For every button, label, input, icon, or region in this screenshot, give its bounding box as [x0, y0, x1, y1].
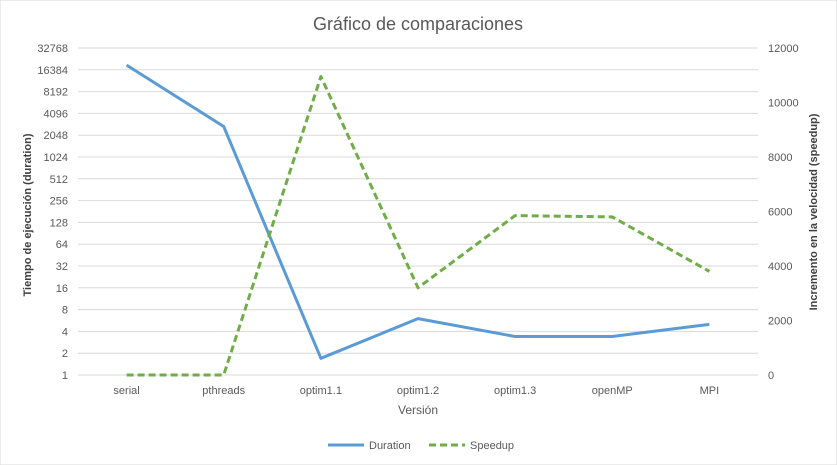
left-tick-label: 4: [62, 326, 68, 338]
left-tick-label: 64: [56, 239, 68, 251]
right-tick-label: 12000: [768, 43, 799, 55]
left-tick-label: 256: [50, 196, 68, 208]
series-line-speedup: [126, 75, 711, 377]
right-tick-label: 8000: [768, 152, 792, 164]
left-tick-label: 16: [56, 283, 68, 295]
legend-label-duration: Duration: [369, 440, 411, 452]
right-axis-ticks: 0 2000 4000 6000 8000 10000 12000: [768, 43, 799, 382]
chart-title: Gráfico de comparaciones: [313, 14, 523, 34]
left-tick-label: 4096: [44, 108, 68, 120]
left-tick-label: 128: [50, 217, 68, 229]
left-tick-label: 8: [62, 305, 68, 317]
x-tick-label: pthreads: [202, 385, 245, 397]
right-axis-title: Incremento en la velocidad (speedup): [808, 113, 820, 310]
x-tick-label: optim1.3: [494, 385, 536, 397]
x-tick-label: MPI: [700, 385, 720, 397]
x-axis-title: Versión: [398, 403, 438, 417]
left-tick-label: 16384: [37, 65, 68, 77]
right-tick-label: 4000: [768, 261, 792, 273]
right-tick-label: 10000: [768, 98, 799, 110]
series-line-duration: [125, 63, 710, 360]
x-tick-label: optim1.2: [397, 385, 439, 397]
right-tick-label: 2000: [768, 316, 792, 328]
gridlines: [78, 47, 758, 376]
left-tick-label: 32768: [37, 43, 68, 55]
left-axis-title: Tiempo de ejecución (duration): [22, 133, 34, 296]
x-tick-label: openMP: [592, 385, 633, 397]
x-tick-label: serial: [113, 385, 139, 397]
left-tick-label: 2: [62, 348, 68, 360]
right-tick-label: 6000: [768, 207, 792, 219]
series-lines: [125, 63, 711, 377]
x-axis-ticks: serial pthreads optim1.1 optim1.2 optim1.3 op…: [113, 385, 719, 397]
left-tick-label: 32: [56, 261, 68, 273]
x-tick-label: optim1.1: [300, 385, 342, 397]
right-tick-label: 0: [768, 370, 774, 382]
left-tick-label: 2048: [44, 130, 68, 142]
left-tick-label: 1024: [44, 152, 68, 164]
legend: Duration Speedup: [328, 440, 514, 452]
legend-label-speedup: Speedup: [470, 440, 514, 452]
left-tick-label: 1: [62, 370, 68, 382]
left-tick-label: 8192: [44, 87, 68, 99]
left-axis-ticks: 1 2 4 8 16 32 64 128 256 512 1024 2048 4096 8192 16384…: [37, 43, 68, 382]
left-tick-label: 512: [50, 174, 68, 186]
